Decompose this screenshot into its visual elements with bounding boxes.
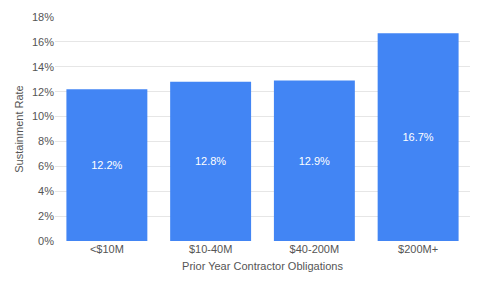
svg-text:2%: 2% <box>38 210 54 222</box>
svg-text:12.8%: 12.8% <box>195 155 226 167</box>
svg-text:10%: 10% <box>32 110 54 122</box>
svg-text:<$10M: <$10M <box>90 243 124 255</box>
svg-text:Prior Year Contractor Obligati: Prior Year Contractor Obligations <box>182 260 343 272</box>
svg-text:16%: 16% <box>32 36 54 48</box>
svg-text:12.9%: 12.9% <box>299 155 330 167</box>
svg-text:4%: 4% <box>38 185 54 197</box>
svg-text:14%: 14% <box>32 61 54 73</box>
svg-text:$10-40M: $10-40M <box>189 243 232 255</box>
svg-text:0%: 0% <box>38 235 54 247</box>
svg-text:12.2%: 12.2% <box>91 159 122 171</box>
svg-text:$200M+: $200M+ <box>398 243 438 255</box>
svg-text:$40-200M: $40-200M <box>290 243 340 255</box>
svg-text:16.7%: 16.7% <box>402 131 433 143</box>
svg-text:12%: 12% <box>32 86 54 98</box>
svg-text:8%: 8% <box>38 135 54 147</box>
svg-text:18%: 18% <box>32 11 54 23</box>
svg-text:Sustainment Rate: Sustainment Rate <box>13 85 25 172</box>
svg-text:6%: 6% <box>38 160 54 172</box>
